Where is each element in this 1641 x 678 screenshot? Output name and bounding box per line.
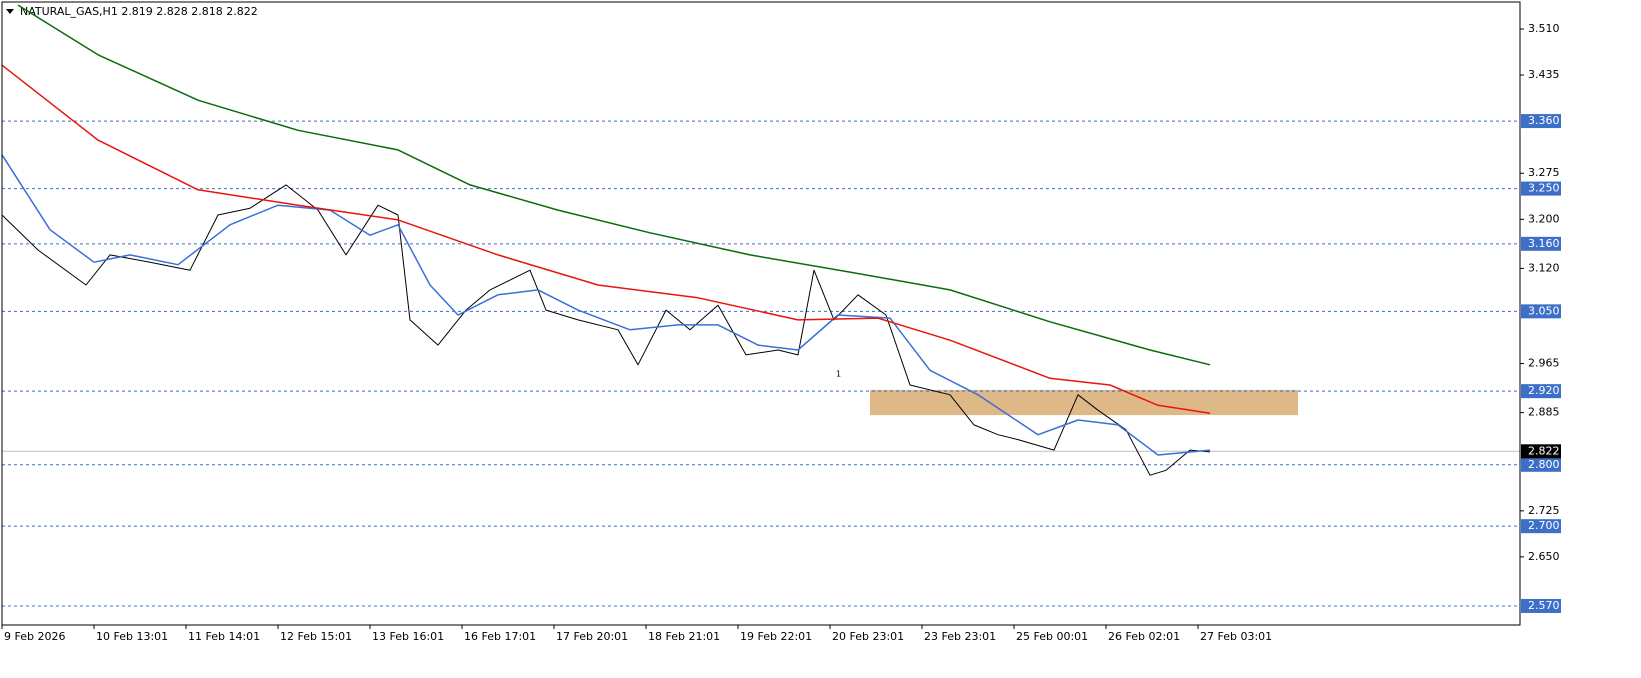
current-price-label: 2.822 bbox=[1528, 444, 1560, 457]
x-tick-label: 27 Feb 03:01 bbox=[1200, 630, 1272, 643]
x-tick-label: 17 Feb 20:01 bbox=[556, 630, 628, 643]
level-label: 2.920 bbox=[1528, 384, 1560, 397]
x-tick-label: 9 Feb 2026 bbox=[4, 630, 65, 643]
y-tick-label: 3.510 bbox=[1528, 22, 1560, 35]
price-line bbox=[1, 184, 1211, 476]
level-tag bbox=[1521, 304, 1561, 319]
x-tick-label: 16 Feb 17:01 bbox=[464, 630, 536, 643]
level-label: 2.700 bbox=[1528, 519, 1560, 532]
x-tick-label: 20 Feb 23:01 bbox=[832, 630, 904, 643]
x-tick-label: 19 Feb 22:01 bbox=[740, 630, 812, 643]
y-tick-label: 2.650 bbox=[1528, 550, 1560, 563]
level-label: 3.360 bbox=[1528, 114, 1560, 127]
price-line bbox=[1, 64, 1211, 414]
level-label: 3.160 bbox=[1528, 237, 1560, 250]
zone bbox=[870, 389, 1298, 416]
level-label: 2.570 bbox=[1528, 599, 1560, 612]
y-tick-label: 2.885 bbox=[1528, 406, 1560, 419]
level-tag bbox=[1521, 457, 1561, 472]
plot-frame bbox=[1, 1, 1521, 626]
level-tag bbox=[1521, 384, 1561, 399]
annotation: 1 bbox=[836, 370, 841, 379]
level-label: 3.050 bbox=[1528, 304, 1560, 317]
level-tag bbox=[1521, 519, 1561, 534]
level-label: 2.800 bbox=[1528, 458, 1560, 471]
y-tick-label: 3.435 bbox=[1528, 68, 1560, 81]
y-tick-label: 2.725 bbox=[1528, 504, 1560, 517]
x-tick-label: 10 Feb 13:01 bbox=[96, 630, 168, 643]
level-tag bbox=[1521, 181, 1561, 196]
x-tick-label: 11 Feb 14:01 bbox=[188, 630, 260, 643]
price-line bbox=[1, 154, 1211, 456]
x-tick-label: 18 Feb 21:01 bbox=[648, 630, 720, 643]
level-label: 3.250 bbox=[1528, 182, 1560, 195]
current-price-tag bbox=[1521, 444, 1561, 459]
price-line bbox=[17, 4, 1211, 366]
menu-triangle[interactable] bbox=[6, 9, 14, 14]
x-tick-label: 26 Feb 02:01 bbox=[1108, 630, 1180, 643]
y-tick-label: 3.200 bbox=[1528, 212, 1560, 225]
x-tick-label: 23 Feb 23:01 bbox=[924, 630, 996, 643]
level-tag bbox=[1521, 598, 1561, 613]
y-tick-label: 2.965 bbox=[1528, 357, 1560, 370]
level-tag bbox=[1521, 114, 1561, 129]
y-tick-label: 3.120 bbox=[1528, 261, 1560, 274]
x-tick-label: 13 Feb 16:01 bbox=[372, 630, 444, 643]
x-tick-label: 12 Feb 15:01 bbox=[280, 630, 352, 643]
y-tick-label: 3.275 bbox=[1528, 166, 1560, 179]
chart-title: NATURAL_GAS,H1 2.819 2.828 2.818 2.822 bbox=[20, 5, 258, 18]
x-tick-label: 25 Feb 00:01 bbox=[1016, 630, 1088, 643]
level-tag bbox=[1521, 236, 1561, 251]
